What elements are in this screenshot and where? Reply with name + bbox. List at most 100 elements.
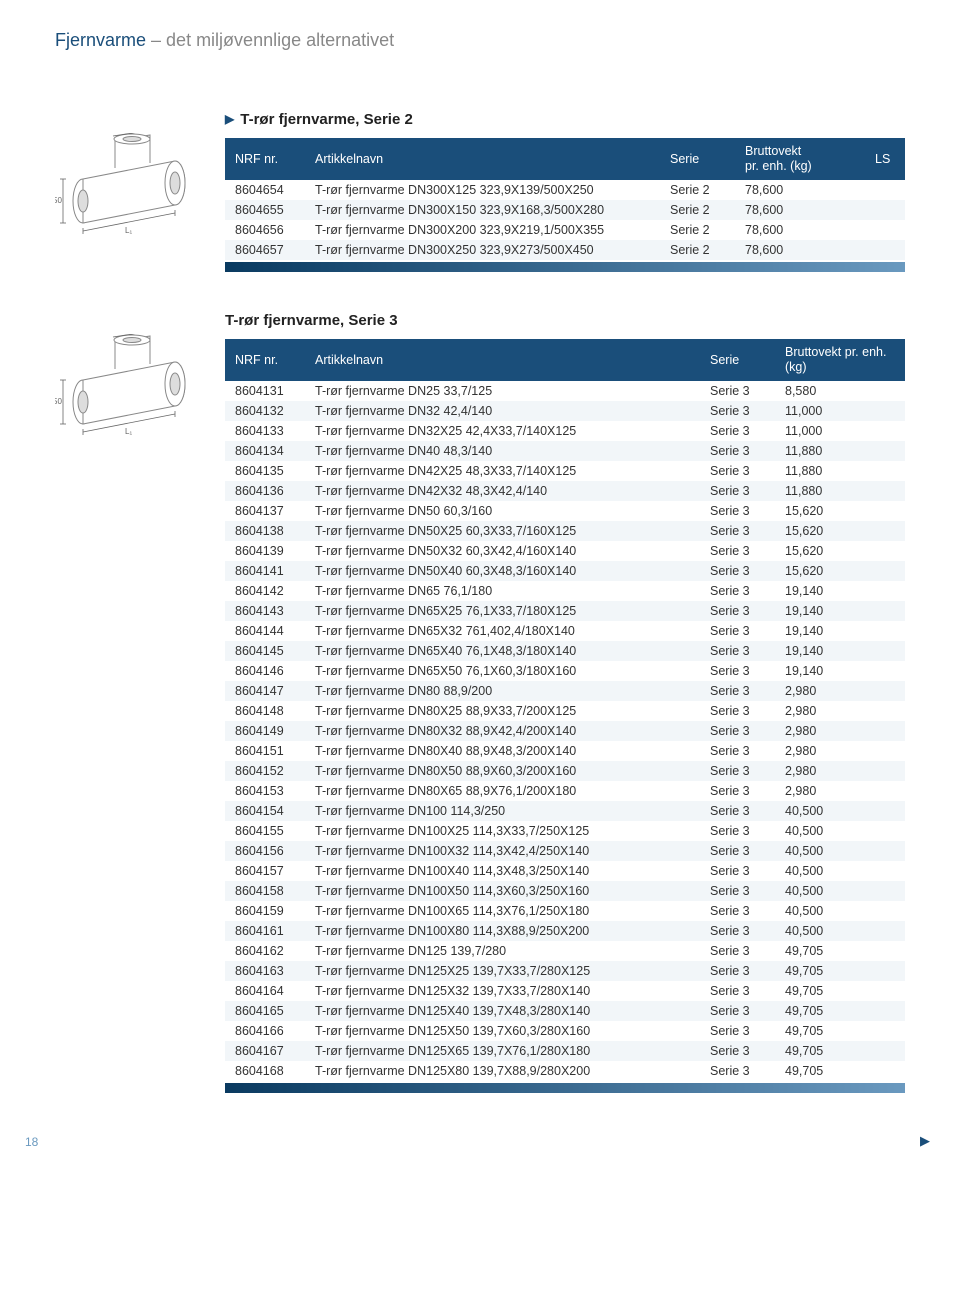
cell-serie: Serie 3	[700, 481, 775, 501]
cell-serie: Serie 3	[700, 421, 775, 441]
cell-kg: 11,880	[775, 461, 905, 481]
cell-nrf: 8604657	[225, 240, 305, 260]
col-header-kg: Bruttovektpr. enh. (kg)	[735, 138, 865, 180]
svg-text:L₁: L₁	[125, 226, 132, 235]
cell-nrf: 8604158	[225, 881, 305, 901]
cell-serie: Serie 3	[700, 721, 775, 741]
table-row: 8604138T-rør fjernvarme DN50X25 60,3X33,…	[225, 521, 905, 541]
cell-kg: 19,140	[775, 661, 905, 681]
cell-art: T-rør fjernvarme DN300X200 323,9X219,1/5…	[305, 220, 660, 240]
table-row: 8604165T-rør fjernvarme DN125X40 139,7X4…	[225, 1001, 905, 1021]
cell-kg: 8,580	[775, 381, 905, 401]
cell-serie: Serie 3	[700, 921, 775, 941]
table-footer-gradient	[225, 262, 905, 272]
cell-nrf: 8604131	[225, 381, 305, 401]
cell-art: T-rør fjernvarme DN125X50 139,7X60,3/280…	[305, 1021, 700, 1041]
cell-art: T-rør fjernvarme DN50 60,3/160	[305, 501, 700, 521]
cell-serie: Serie 3	[700, 981, 775, 1001]
page-header: Fjernvarme – det miljøvennlige alternati…	[55, 30, 905, 51]
cell-ls	[865, 200, 905, 220]
cell-art: T-rør fjernvarme DN80X25 88,9X33,7/200X1…	[305, 701, 700, 721]
table-row: 8604135T-rør fjernvarme DN42X25 48,3X33,…	[225, 461, 905, 481]
cell-art: T-rør fjernvarme DN80X65 88,9X76,1/200X1…	[305, 781, 700, 801]
table-row: 8604139T-rør fjernvarme DN50X32 60,3X42,…	[225, 541, 905, 561]
cell-art: T-rør fjernvarme DN50X25 60,3X33,7/160X1…	[305, 521, 700, 541]
cell-nrf: 8604161	[225, 921, 305, 941]
content-block: L₁ L₂ 50 ▶T-rør fjernvarme, Serie 2NRF n…	[55, 111, 905, 272]
cell-nrf: 8604155	[225, 821, 305, 841]
group-title: T-rør fjernvarme, Serie 3	[225, 312, 905, 329]
cell-nrf: 8604167	[225, 1041, 305, 1061]
cell-nrf: 8604136	[225, 481, 305, 501]
cell-art: T-rør fjernvarme DN125X40 139,7X48,3/280…	[305, 1001, 700, 1021]
cell-art: T-rør fjernvarme DN32X25 42,4X33,7/140X1…	[305, 421, 700, 441]
group-title-text: T-rør fjernvarme, Serie 2	[240, 111, 413, 128]
cell-art: T-rør fjernvarme DN32 42,4/140	[305, 401, 700, 421]
cell-serie: Serie 3	[700, 621, 775, 641]
col-header-serie: Serie	[700, 339, 775, 381]
table-row: 8604162T-rør fjernvarme DN125 139,7/280S…	[225, 941, 905, 961]
cell-nrf: 8604144	[225, 621, 305, 641]
cell-kg: 2,980	[775, 761, 905, 781]
cell-nrf: 8604152	[225, 761, 305, 781]
cell-serie: Serie 3	[700, 881, 775, 901]
table-row: 8604161T-rør fjernvarme DN100X80 114,3X8…	[225, 921, 905, 941]
cell-nrf: 8604148	[225, 701, 305, 721]
cell-nrf: 8604163	[225, 961, 305, 981]
cell-nrf: 8604655	[225, 200, 305, 220]
cell-serie: Serie 3	[700, 741, 775, 761]
cell-art: T-rør fjernvarme DN80X32 88,9X42,4/200X1…	[305, 721, 700, 741]
cell-nrf: 8604654	[225, 180, 305, 200]
cell-ls	[865, 240, 905, 260]
page-number: 18	[25, 1135, 38, 1149]
cell-art: T-rør fjernvarme DN50X40 60,3X48,3/160X1…	[305, 561, 700, 581]
diagram-column: L₁ L₂ 50	[55, 111, 200, 272]
table-row: 8604157T-rør fjernvarme DN100X40 114,3X4…	[225, 861, 905, 881]
cell-kg: 49,705	[775, 1021, 905, 1041]
cell-art: T-rør fjernvarme DN65 76,1/180	[305, 581, 700, 601]
cell-kg: 78,600	[735, 220, 865, 240]
header-blue: Fjernvarme	[55, 30, 146, 50]
cell-kg: 40,500	[775, 921, 905, 941]
cell-nrf: 8604143	[225, 601, 305, 621]
cell-nrf: 8604168	[225, 1061, 305, 1081]
table-row: 8604146T-rør fjernvarme DN65X50 76,1X60,…	[225, 661, 905, 681]
col-header-kg: Bruttovekt pr. enh. (kg)	[775, 339, 905, 381]
cell-art: T-rør fjernvarme DN25 33,7/125	[305, 381, 700, 401]
table-row: 8604145T-rør fjernvarme DN65X40 76,1X48,…	[225, 641, 905, 661]
col-header-art: Artikkelnavn	[305, 138, 660, 180]
svg-text:50: 50	[55, 397, 62, 406]
cell-kg: 11,880	[775, 441, 905, 461]
table-row: 8604151T-rør fjernvarme DN80X40 88,9X48,…	[225, 741, 905, 761]
cell-art: T-rør fjernvarme DN65X40 76,1X48,3/180X1…	[305, 641, 700, 661]
cell-art: T-rør fjernvarme DN100X25 114,3X33,7/250…	[305, 821, 700, 841]
col-header-nrf: NRF nr.	[225, 138, 305, 180]
table-row: 8604156T-rør fjernvarme DN100X32 114,3X4…	[225, 841, 905, 861]
cell-nrf: 8604145	[225, 641, 305, 661]
cell-nrf: 8604137	[225, 501, 305, 521]
cell-kg: 19,140	[775, 601, 905, 621]
cell-kg: 11,000	[775, 401, 905, 421]
table-column: T-rør fjernvarme, Serie 3NRF nr.Artikkel…	[225, 312, 905, 1093]
group-title-text: T-rør fjernvarme, Serie 3	[225, 312, 398, 329]
cell-nrf: 8604132	[225, 401, 305, 421]
cell-kg: 78,600	[735, 200, 865, 220]
cell-serie: Serie 3	[700, 841, 775, 861]
cell-nrf: 8604142	[225, 581, 305, 601]
cell-serie: Serie 3	[700, 701, 775, 721]
cell-serie: Serie 3	[700, 961, 775, 981]
table-row: 8604154T-rør fjernvarme DN100 114,3/250S…	[225, 801, 905, 821]
table-row: 8604147T-rør fjernvarme DN80 88,9/200Ser…	[225, 681, 905, 701]
cell-kg: 11,880	[775, 481, 905, 501]
cell-art: T-rør fjernvarme DN80X40 88,9X48,3/200X1…	[305, 741, 700, 761]
table-row: 8604143T-rør fjernvarme DN65X25 76,1X33,…	[225, 601, 905, 621]
cell-ls	[865, 220, 905, 240]
cell-kg: 49,705	[775, 961, 905, 981]
cell-serie: Serie 3	[700, 861, 775, 881]
cell-serie: Serie 3	[700, 821, 775, 841]
table-footer-gradient	[225, 1083, 905, 1093]
table-row: 8604134T-rør fjernvarme DN40 48,3/140Ser…	[225, 441, 905, 461]
cell-art: T-rør fjernvarme DN100 114,3/250	[305, 801, 700, 821]
cell-ls	[865, 180, 905, 200]
cell-serie: Serie 3	[700, 761, 775, 781]
